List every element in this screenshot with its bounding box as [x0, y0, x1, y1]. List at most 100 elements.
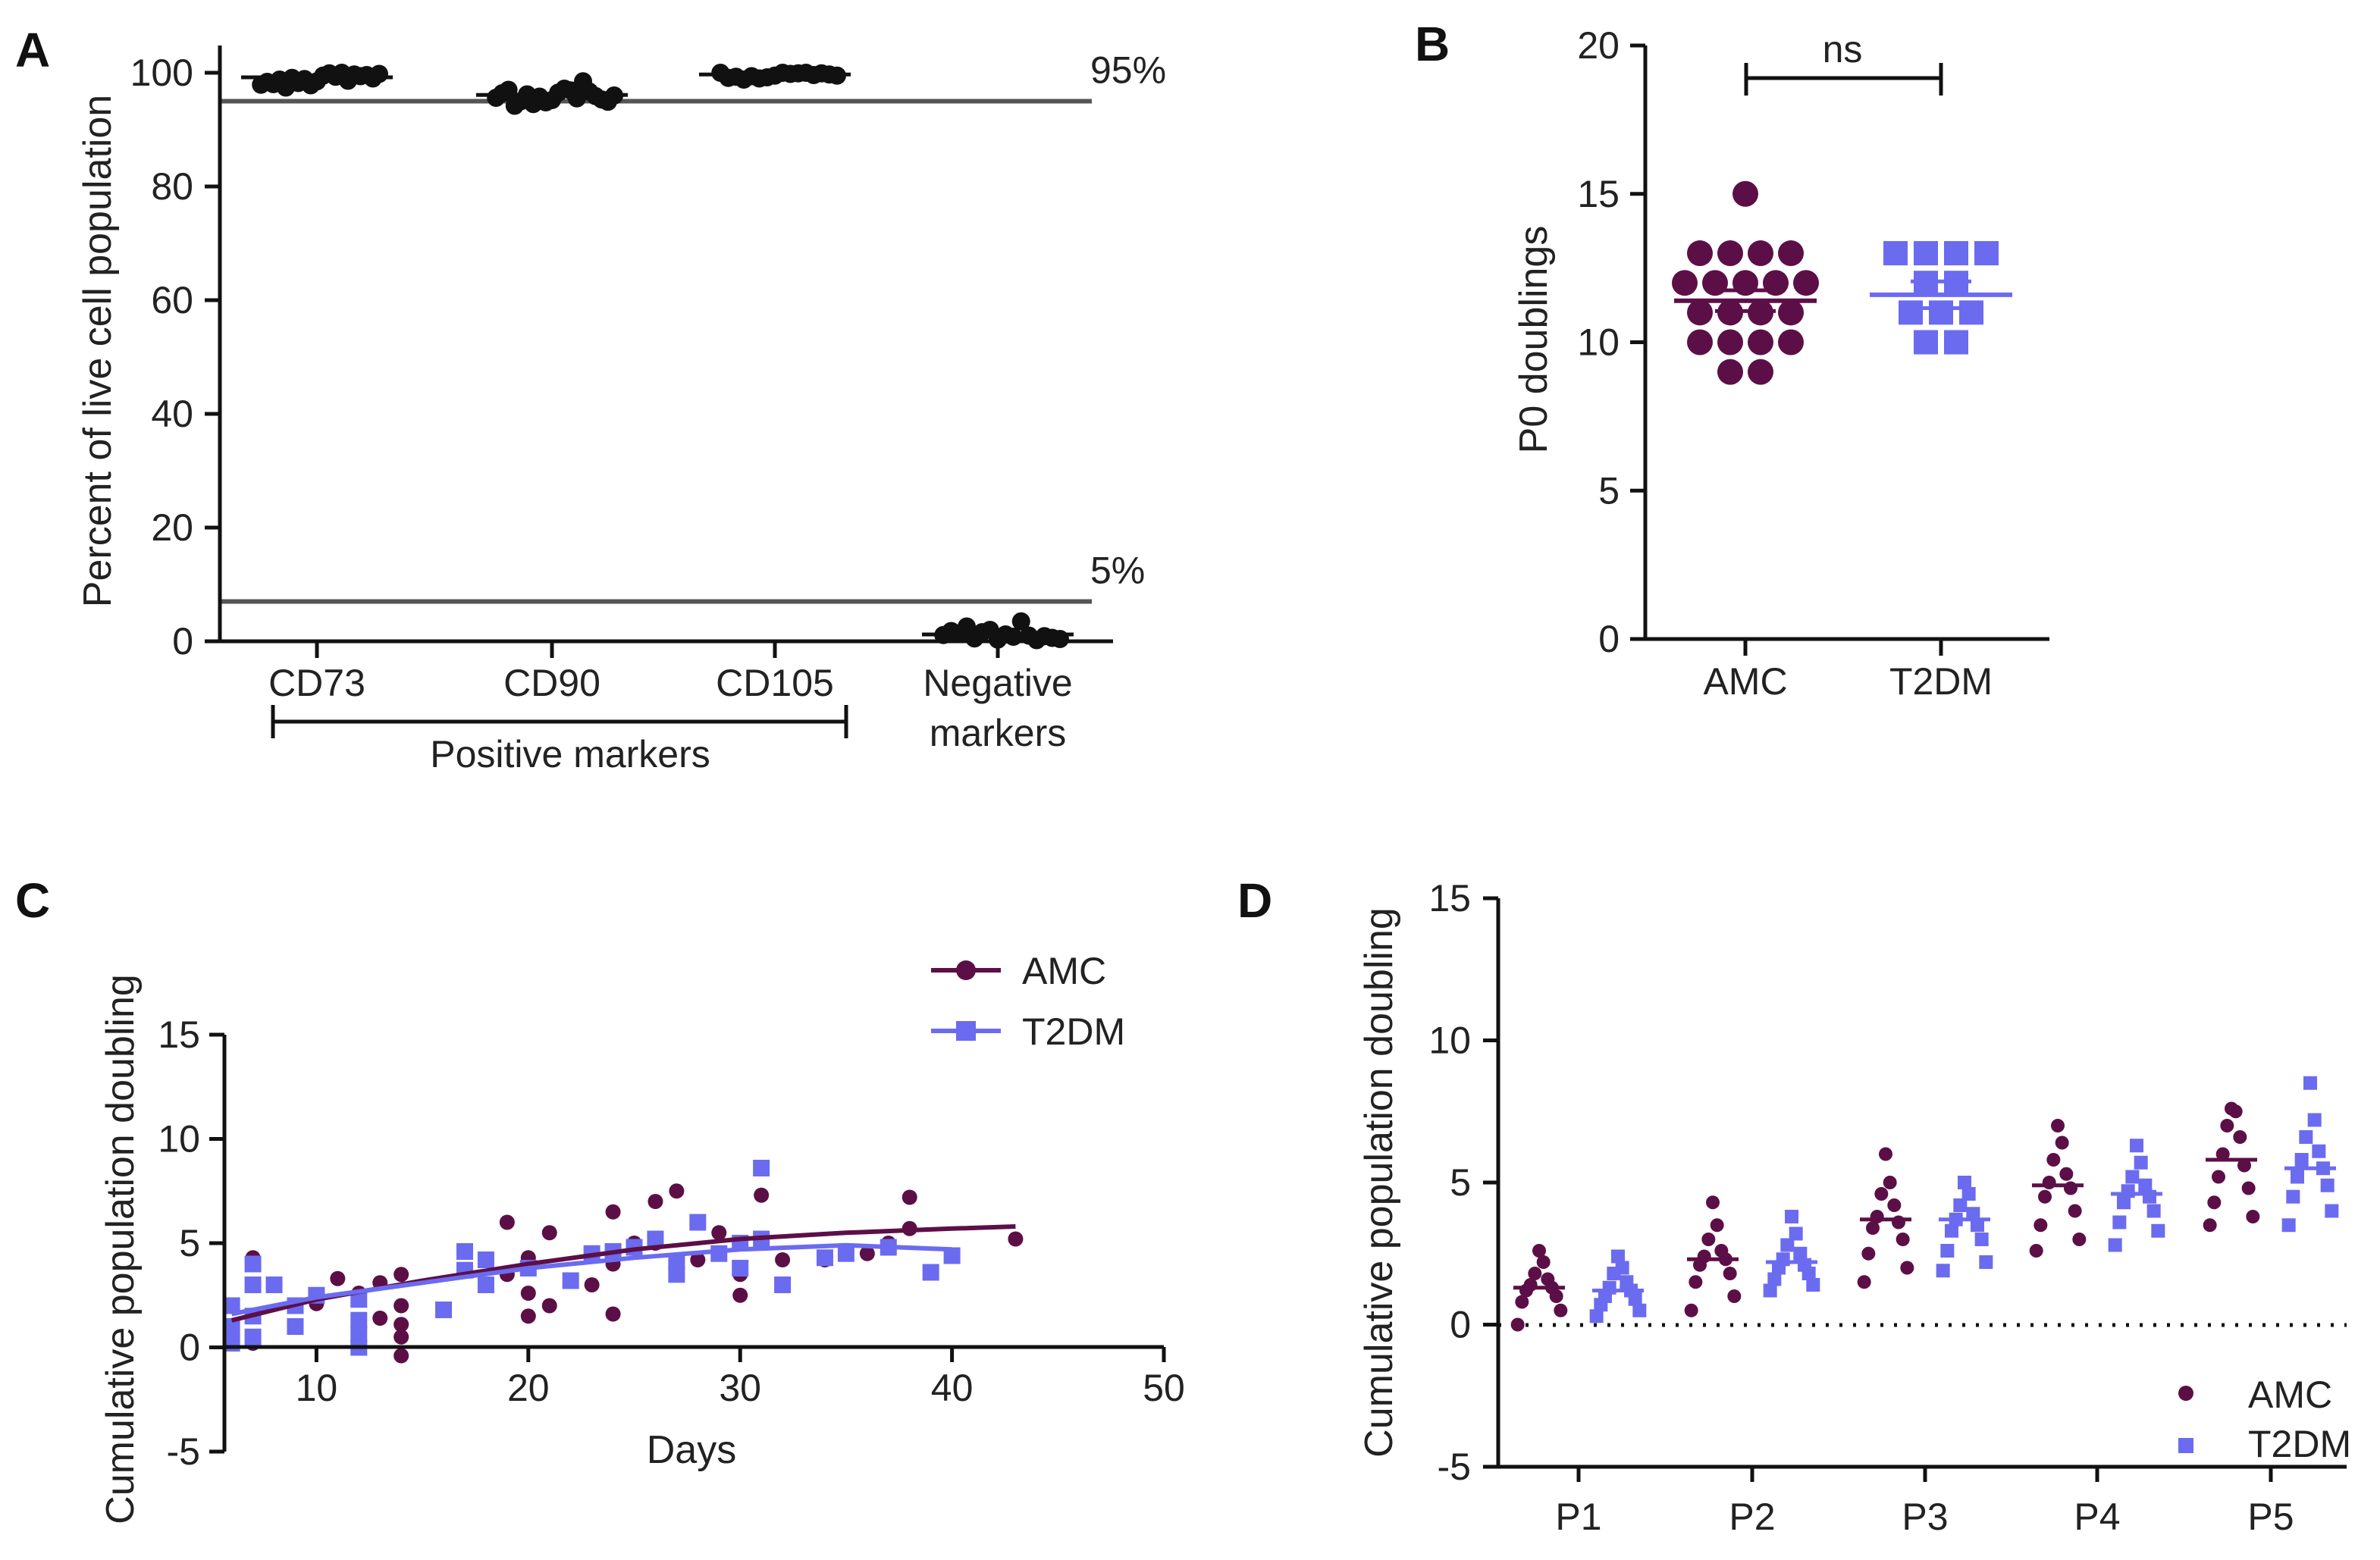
- panel-d-point-amc: [2059, 1167, 2074, 1181]
- panel-d-y-axis-title: Cumulative population doubling: [1357, 907, 1401, 1458]
- panel-c-point-amc: [648, 1194, 663, 1209]
- panel-c-point-amc: [902, 1189, 917, 1205]
- panel-d-point-amc: [1536, 1255, 1551, 1269]
- legend-amc-label: AMC: [2248, 1374, 2332, 1416]
- panel-d-point-t2dm: [1953, 1198, 1968, 1212]
- panel-c-point-amc: [394, 1329, 409, 1345]
- panel-d-point-t2dm: [2151, 1223, 2165, 1238]
- panel-c-point-t2dm: [477, 1251, 494, 1268]
- panel-d-point-t2dm: [1945, 1223, 1958, 1238]
- panel-b-point-t2dm: [1914, 330, 1938, 355]
- panel-c-point-t2dm: [350, 1311, 368, 1329]
- panel-d-point-t2dm: [1628, 1292, 1642, 1306]
- legend-t2dm-label: T2DM: [1022, 1010, 1125, 1053]
- panel-d-point-t2dm: [1607, 1267, 1621, 1280]
- panel-d-y-tick-label: -5: [1438, 1446, 1471, 1488]
- panel-d-point-amc: [1887, 1198, 1902, 1212]
- panel-a-y-tick-label: 20: [151, 506, 193, 549]
- panel-c-point-t2dm: [456, 1243, 473, 1260]
- panel-c-point-t2dm: [244, 1328, 262, 1345]
- panel-d-point-t2dm: [2312, 1144, 2326, 1158]
- panel-c-point-t2dm: [753, 1160, 770, 1176]
- panel-a-point: [487, 89, 506, 107]
- panel-b-point-amc: [1717, 240, 1743, 267]
- panel-a-x-tick-label: Negative: [923, 662, 1072, 704]
- panel-b-point-t2dm: [1899, 300, 1923, 325]
- panel-c-point-amc: [690, 1252, 706, 1267]
- panel-c-point-amc: [394, 1348, 409, 1364]
- panel-d-point-t2dm: [1936, 1264, 1950, 1278]
- panel-d-point-t2dm: [1793, 1246, 1808, 1261]
- panel-d-point-t2dm: [2138, 1178, 2153, 1192]
- threshold-label-1: 5%: [1090, 550, 1145, 592]
- panel-d-point-t2dm: [1940, 1244, 1955, 1258]
- panel-a-point: [252, 75, 271, 94]
- panel-d-point-amc: [1874, 1187, 1889, 1201]
- panel-d-point-t2dm: [2325, 1204, 2339, 1218]
- panel-d-x-tick-label: P5: [2247, 1496, 2294, 1538]
- panel-c-x-tick-label: 40: [931, 1367, 974, 1409]
- panel-b-point-amc: [1732, 180, 1758, 207]
- panel-c-point-t2dm: [477, 1277, 494, 1293]
- panel-a-x-tick-label: CD73: [268, 662, 365, 704]
- panel-c-point-amc: [330, 1270, 346, 1286]
- panel-d-point-amc: [1528, 1267, 1542, 1280]
- panel-b-point-amc: [1672, 270, 1698, 296]
- panel-c-y-tick-label: 0: [179, 1327, 200, 1369]
- panel-c-label: C: [15, 873, 50, 928]
- panel-c-point-t2dm: [732, 1260, 749, 1277]
- panel-a-x-tick-label: markers: [930, 712, 1067, 754]
- panel-c-point-t2dm: [350, 1291, 368, 1308]
- panel-b-x-tick-label: AMC: [1703, 660, 1787, 703]
- panel-d-point-t2dm: [1974, 1233, 1989, 1246]
- panel-c-point-t2dm: [668, 1253, 685, 1270]
- panel-c-point-amc: [1008, 1231, 1024, 1247]
- panel-d-point-t2dm: [2320, 1178, 2335, 1192]
- panel-c-y-tick-label: 10: [158, 1118, 200, 1161]
- panel-c-y-tick-label: 5: [179, 1222, 200, 1264]
- panel-d-point-amc: [1515, 1295, 1529, 1309]
- panel-d-point-amc: [2068, 1204, 2082, 1218]
- panel-d-point-t2dm: [2146, 1204, 2161, 1218]
- panel-d-point-amc: [2034, 1218, 2048, 1233]
- panel-d-point-amc: [2203, 1218, 2217, 1233]
- panel-c-point-t2dm: [647, 1230, 664, 1248]
- panel-b-point-amc: [1778, 299, 1804, 326]
- panel-d-x-tick-label: P1: [1555, 1496, 1601, 1538]
- panel-a-x-tick-label: CD90: [503, 662, 600, 704]
- panel-d-point-t2dm: [1961, 1187, 1976, 1201]
- legend-amc-marker: [956, 960, 976, 980]
- panel-d-point-t2dm: [2286, 1189, 2300, 1204]
- panel-d-point-t2dm: [1589, 1309, 1604, 1323]
- panel-c-point-t2dm: [774, 1277, 792, 1293]
- panel-b-y-axis-title: P0 doublings: [1512, 226, 1556, 454]
- panel-c-point-t2dm: [922, 1264, 939, 1281]
- panel-d-point-amc: [2237, 1158, 2251, 1173]
- panel-b-point-t2dm: [1883, 241, 1908, 266]
- panel-c-point-amc: [394, 1317, 409, 1333]
- panel-d-label: D: [1237, 873, 1272, 928]
- legend-t2dm-marker: [956, 1021, 976, 1041]
- panel-d-point-t2dm: [2303, 1076, 2317, 1090]
- panel-c-x-tick-label: 10: [296, 1367, 338, 1409]
- panel-c-point-amc: [775, 1252, 791, 1267]
- panel-d-point-amc: [1861, 1246, 1876, 1261]
- panel-b-point-amc: [1717, 359, 1743, 385]
- panel-d-point-amc: [2220, 1119, 2234, 1132]
- panel-a-y-tick-label: 60: [151, 279, 193, 321]
- panel-a-y-axis-title: Percent of live cell population: [76, 95, 120, 607]
- panel-d-point-t2dm: [2130, 1139, 2143, 1153]
- panel-d-point-t2dm: [1594, 1298, 1608, 1312]
- panel-d-point-amc: [2233, 1130, 2247, 1144]
- panel-a-bar-scatter: A Percent of live cell population 0 20 40 6…: [15, 23, 1166, 775]
- panel-d-point-t2dm: [1780, 1238, 1795, 1252]
- panel-d-point-t2dm: [2291, 1170, 2304, 1184]
- panel-c-legend: AMC T2DM: [931, 950, 1125, 1053]
- panel-d-point-t2dm: [2294, 1153, 2309, 1167]
- panel-a-point: [1011, 612, 1030, 631]
- panel-b-point-t2dm: [1959, 300, 1983, 325]
- panel-d-point-amc: [2207, 1195, 2222, 1210]
- panel-d-point-amc: [1727, 1289, 1742, 1303]
- panel-d-point-amc: [2064, 1181, 2077, 1195]
